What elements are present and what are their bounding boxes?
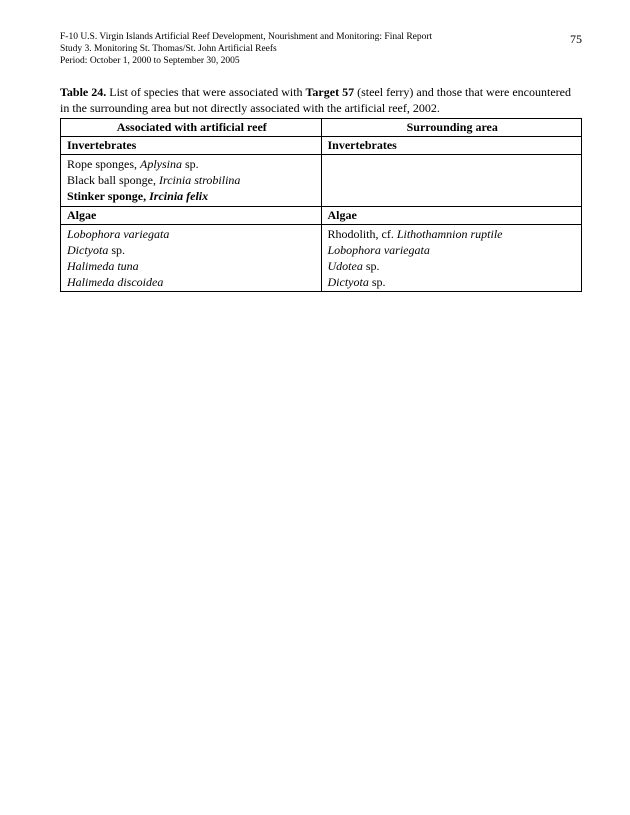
species-suffix: sp. (363, 259, 380, 273)
species-italic: Halimeda tuna (67, 259, 139, 273)
page-header: F-10 U.S. Virgin Islands Artificial Reef… (60, 32, 582, 68)
target-label: Target 57 (306, 85, 355, 99)
header-line-3: Period: October 1, 2000 to September 30,… (60, 56, 432, 68)
species-italic: Halimeda discoidea (67, 275, 163, 289)
species-line: Black ball sponge, Ircinia strobilina (67, 172, 317, 188)
document-page: F-10 U.S. Virgin Islands Artificial Reef… (0, 0, 630, 324)
species-suffix: sp. (369, 275, 386, 289)
header-line-1: F-10 U.S. Virgin Islands Artificial Reef… (60, 32, 432, 44)
section-header-left: Invertebrates (61, 137, 322, 155)
species-plain: Rhodolith, cf. (328, 227, 397, 241)
species-italic: Lobophora variegata (67, 227, 169, 241)
species-italic: Lithothamnion ruptile (397, 227, 503, 241)
section-body-left: Rope sponges, Aplysina sp. Black ball sp… (61, 155, 322, 207)
species-line: Rope sponges, Aplysina sp. (67, 156, 317, 172)
species-italic: Aplysina (140, 157, 182, 171)
species-line: Stinker sponge, Ircinia felix (67, 188, 317, 204)
species-line: Lobophora variegata (328, 242, 578, 258)
section-body-row: Lobophora variegata Dictyota sp. Halimed… (61, 224, 582, 292)
species-suffix: sp. (108, 243, 125, 257)
species-bold-italic: Ircinia felix (149, 189, 208, 203)
species-plain: Black ball sponge, (67, 173, 159, 187)
species-suffix: sp. (182, 157, 199, 171)
species-italic: Dictyota (67, 243, 108, 257)
species-line: Rhodolith, cf. Lithothamnion ruptile (328, 226, 578, 242)
caption-text-before: List of species that were associated wit… (106, 85, 305, 99)
section-body-right (321, 155, 582, 207)
table-label: Table 24. (60, 85, 106, 99)
section-body-row: Rope sponges, Aplysina sp. Black ball sp… (61, 155, 582, 207)
section-header-right: Algae (321, 206, 582, 224)
species-line: Halimeda tuna (67, 258, 317, 274)
table-header-left: Associated with artificial reef (61, 119, 322, 137)
species-line: Dictyota sp. (67, 242, 317, 258)
species-line: Halimeda discoidea (67, 274, 317, 290)
section-header-row: Invertebrates Invertebrates (61, 137, 582, 155)
table-header-right: Surrounding area (321, 119, 582, 137)
table-caption: Table 24. List of species that were asso… (60, 84, 582, 116)
species-italic: Lobophora variegata (328, 243, 430, 257)
table-header-row: Associated with artificial reef Surround… (61, 119, 582, 137)
species-italic: Dictyota (328, 275, 369, 289)
species-table: Associated with artificial reef Surround… (60, 118, 582, 292)
species-italic: Udotea (328, 259, 363, 273)
page-number: 75 (570, 32, 582, 47)
species-line: Dictyota sp. (328, 274, 578, 290)
section-header-left: Algae (61, 206, 322, 224)
species-plain: Rope sponges, (67, 157, 140, 171)
species-line: Lobophora variegata (67, 226, 317, 242)
species-line: Udotea sp. (328, 258, 578, 274)
species-italic: Ircinia strobilina (159, 173, 240, 187)
header-line-2: Study 3. Monitoring St. Thomas/St. John … (60, 44, 432, 56)
section-body-right: Rhodolith, cf. Lithothamnion ruptile Lob… (321, 224, 582, 292)
section-header-row: Algae Algae (61, 206, 582, 224)
section-header-right: Invertebrates (321, 137, 582, 155)
section-body-left: Lobophora variegata Dictyota sp. Halimed… (61, 224, 322, 292)
species-bold-plain: Stinker sponge, (67, 189, 149, 203)
header-text-block: F-10 U.S. Virgin Islands Artificial Reef… (60, 32, 432, 68)
